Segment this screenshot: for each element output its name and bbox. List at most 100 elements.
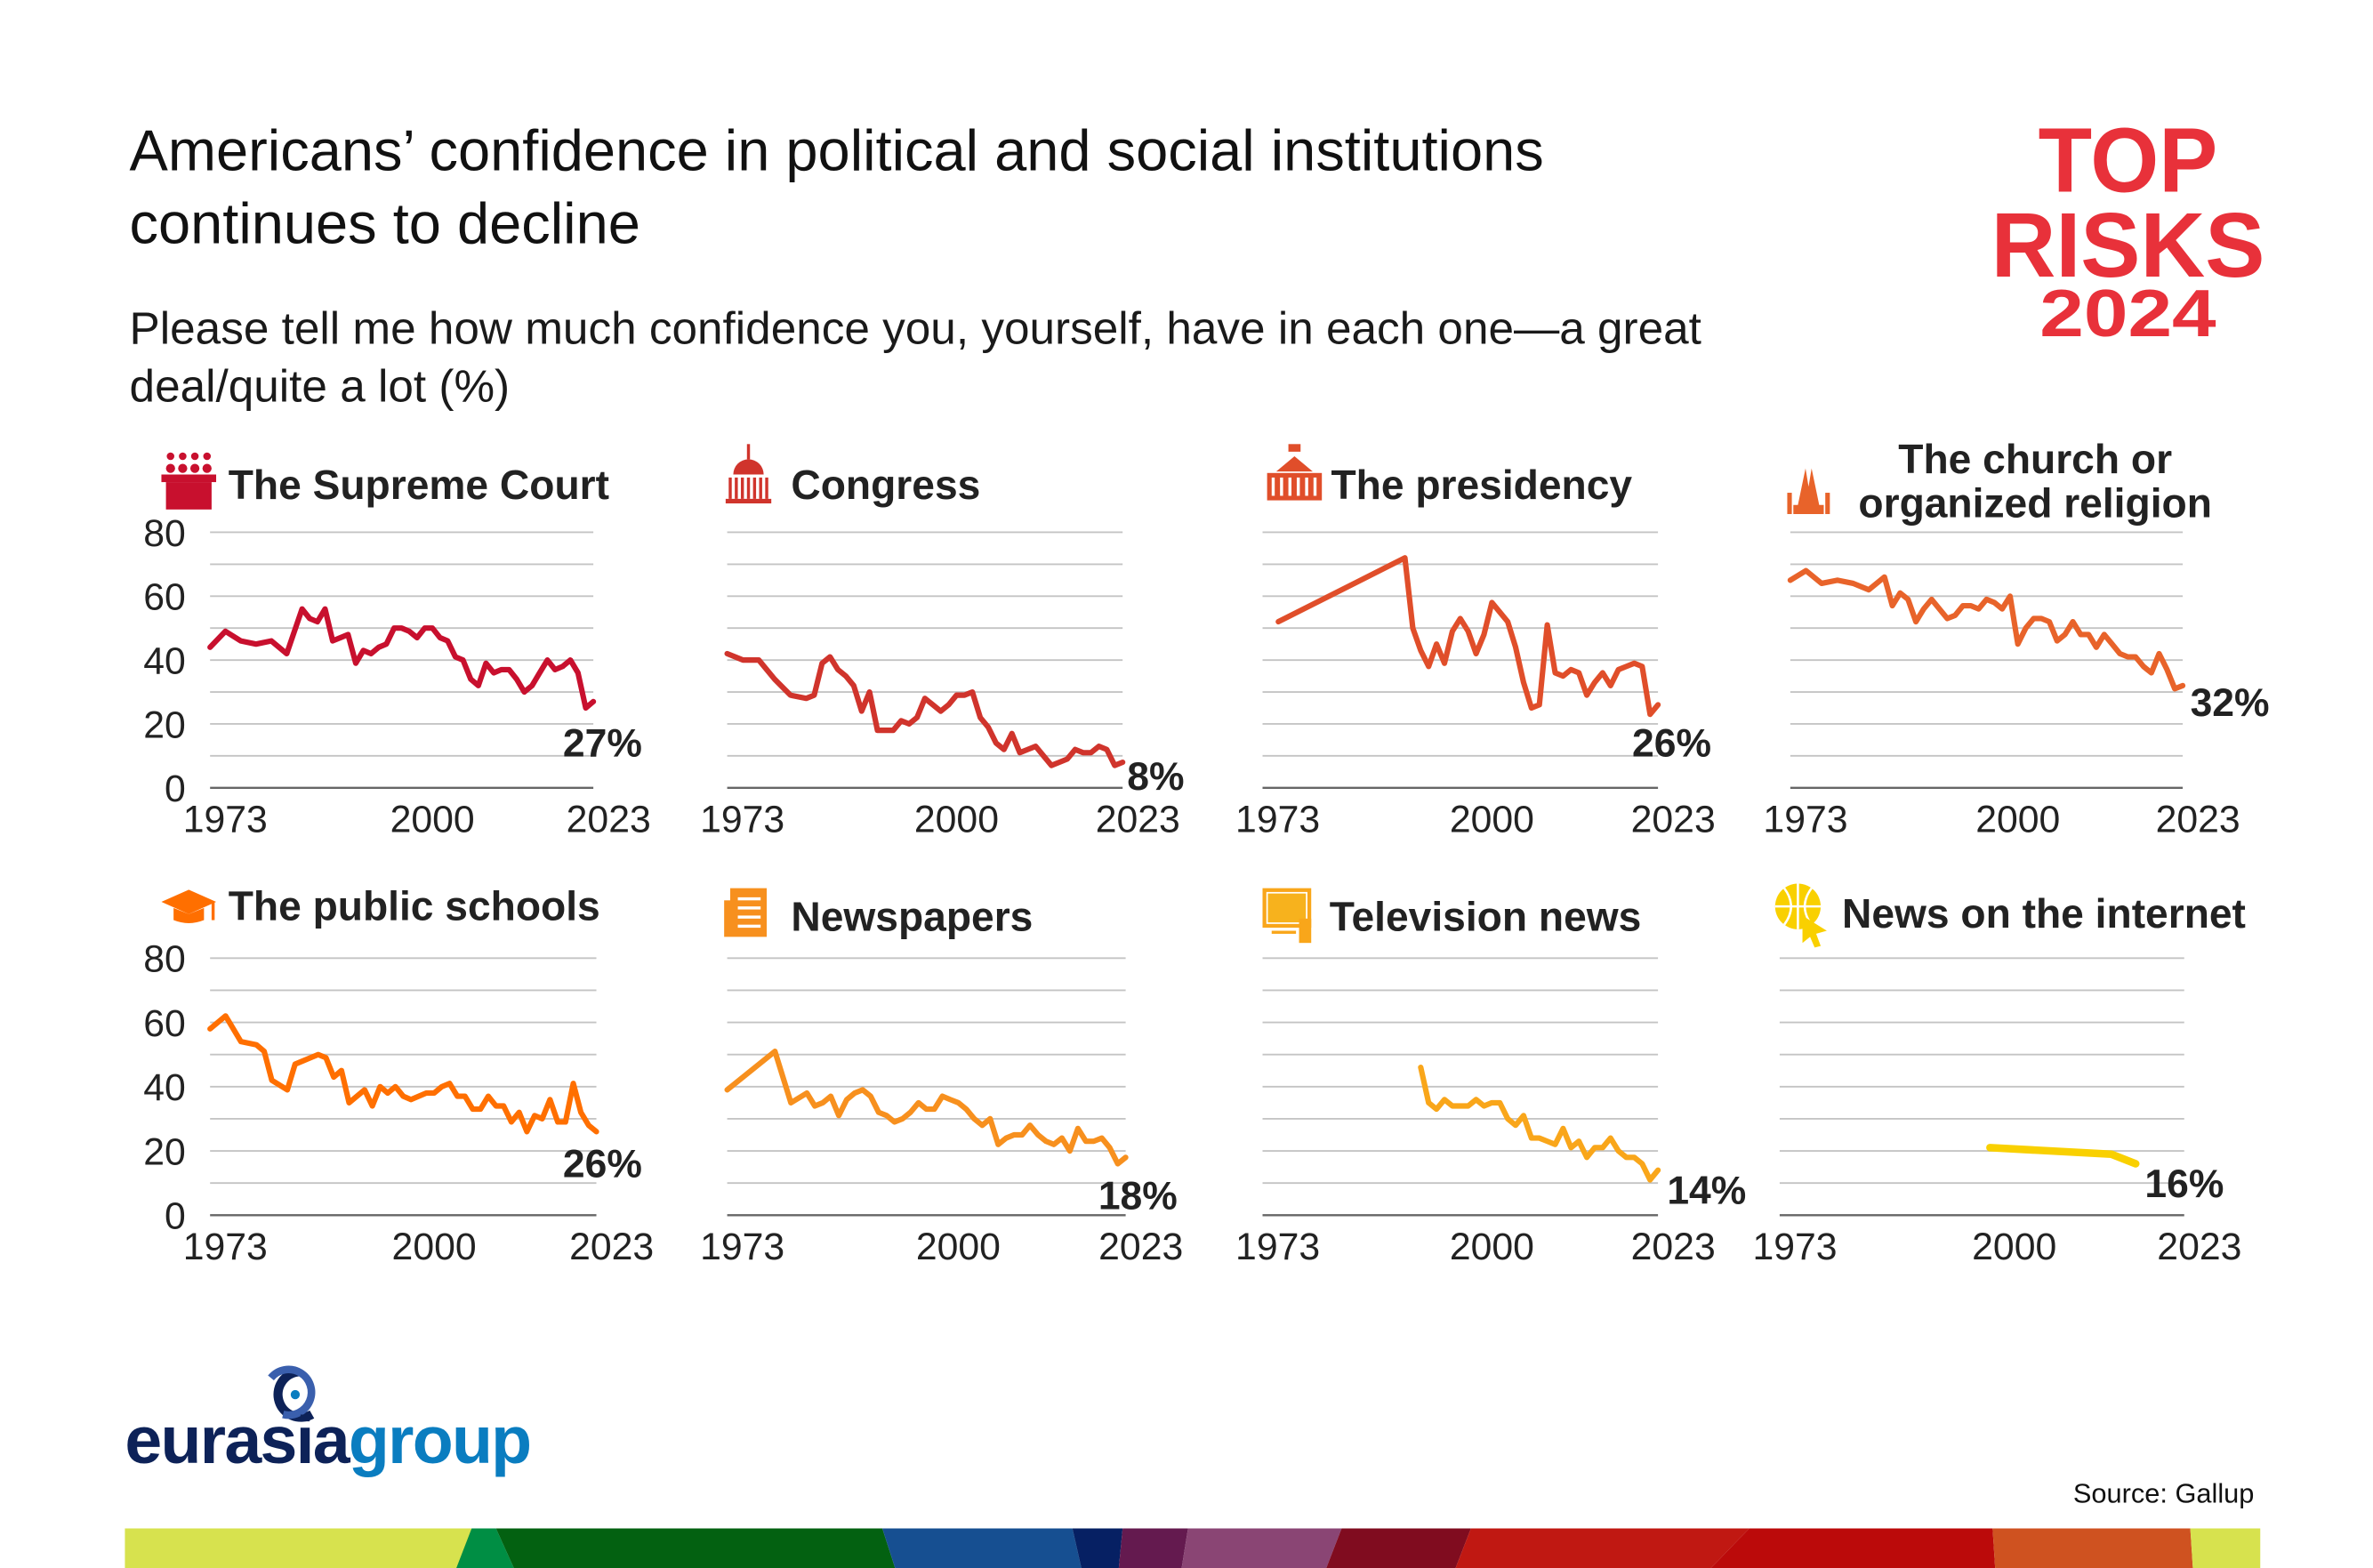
graduation-cap-icon — [161, 889, 217, 923]
chart-panel: The presidency 1973 2000 2023 26% — [1235, 444, 1716, 840]
y-tick-label: 60 — [143, 1002, 186, 1045]
eurasia-logo-mark-icon — [268, 1365, 316, 1422]
x-tick-label: 2000 — [390, 798, 475, 840]
y-tick-label: 80 — [143, 512, 186, 555]
top-risks-logo: TOP RISKS 2024 — [1991, 109, 2265, 350]
x-tick-label: 1973 — [1752, 1226, 1837, 1268]
series-line — [207, 606, 597, 712]
series-line — [724, 1049, 1129, 1167]
top-risks-risks: RISKS — [1991, 194, 2265, 296]
end-value-label: 27% — [563, 721, 642, 765]
small-multiples: The Supreme Court 0 20 40 60 80 1973 2000 2023 27… — [143, 436, 2269, 1268]
x-tick-label: 2023 — [567, 798, 651, 840]
source-note: Source: Gallup — [2073, 1477, 2255, 1508]
y-tick-label: 60 — [143, 576, 186, 619]
chart-title: News on the internet — [1842, 890, 2246, 937]
x-tick-label: 2000 — [1972, 1226, 2056, 1268]
x-tick-label: 2023 — [2156, 798, 2240, 840]
band-segment — [125, 1528, 472, 1568]
series-line — [1275, 555, 1661, 718]
x-tick-label: 1973 — [1235, 798, 1320, 840]
chart-title: The Supreme Court — [229, 462, 609, 508]
x-tick-label: 2023 — [1631, 798, 1716, 840]
band-segment — [1181, 1528, 1342, 1568]
x-tick-label: 1973 — [183, 1226, 268, 1268]
x-tick-label: 2023 — [1096, 798, 1180, 840]
end-value-label: 18% — [1098, 1174, 1178, 1218]
chart-title: The church or — [1898, 436, 2172, 482]
band-segment — [1326, 1528, 1471, 1568]
page-title-line-1: Americans’ confidence in political and s… — [130, 118, 1544, 183]
y-tick-label: 20 — [143, 1130, 186, 1173]
capitol-icon — [725, 444, 772, 504]
end-value-label: 32% — [2191, 681, 2270, 725]
x-tick-label: 2000 — [914, 798, 999, 840]
x-tick-label: 1973 — [183, 798, 268, 840]
y-tick-label: 0 — [165, 768, 186, 810]
band-segment — [1710, 1528, 1996, 1568]
y-tick-label: 80 — [143, 938, 186, 981]
end-value-label: 8% — [1127, 755, 1184, 799]
x-tick-label: 2000 — [1450, 798, 1534, 840]
chart-panel: Newspapers 1973 2000 2023 18% — [700, 888, 1183, 1268]
page-title-line-2: continues to decline — [130, 191, 640, 256]
end-value-label: 26% — [1632, 722, 1711, 766]
series-line — [1418, 1064, 1661, 1183]
chart-panel: News on the internet 1973 2000 2023 16% — [1752, 883, 2246, 1268]
x-tick-label: 1973 — [1763, 798, 1847, 840]
chart-title: Television news — [1330, 894, 1642, 940]
x-tick-label: 2023 — [1098, 1226, 1183, 1268]
globe-cursor-icon — [1774, 883, 1827, 948]
band-segment — [2190, 1528, 2261, 1568]
subtitle-line-1: Please tell me how much confidence you, … — [130, 302, 1701, 353]
band-segment — [495, 1528, 896, 1568]
supreme-court-icon — [161, 452, 217, 510]
top-risks-year: 2024 — [2039, 276, 2216, 350]
praying-hands-icon — [1787, 468, 1830, 514]
chart-panel: The Supreme Court 0 20 40 60 80 1973 2000 2023 27… — [143, 452, 651, 840]
x-tick-label: 1973 — [700, 798, 784, 840]
logo-text: eurasiagroup — [125, 1403, 530, 1477]
series-line — [207, 1013, 599, 1135]
series-line — [1986, 1144, 2140, 1168]
band-segment — [1118, 1528, 1188, 1568]
television-icon — [1262, 888, 1312, 944]
x-tick-label: 2000 — [1975, 798, 2060, 840]
chart-panel: Television news 1973 2000 2023 14% — [1235, 888, 1746, 1268]
y-tick-label: 40 — [143, 1066, 186, 1109]
end-value-label: 26% — [563, 1143, 642, 1186]
white-house-icon — [1267, 444, 1323, 501]
x-tick-label: 1973 — [700, 1226, 784, 1268]
end-value-label: 14% — [1667, 1169, 1746, 1212]
y-tick-label: 0 — [165, 1195, 186, 1238]
series-line — [724, 650, 1126, 768]
band-segment — [1072, 1528, 1123, 1568]
x-tick-label: 2023 — [2157, 1226, 2241, 1268]
x-tick-label: 2000 — [1450, 1226, 1534, 1268]
subtitle-line-2: deal/quite a lot (%) — [130, 360, 511, 411]
x-tick-label: 2000 — [392, 1226, 477, 1268]
chart-title: Congress — [791, 462, 980, 508]
top-risks-top: TOP — [2039, 109, 2218, 211]
chart-title: organized religion — [1858, 479, 2212, 526]
chart-title: The public schools — [229, 883, 600, 929]
newspaper-icon — [724, 888, 768, 937]
x-tick-label: 2000 — [916, 1226, 1001, 1268]
y-tick-label: 20 — [143, 704, 186, 746]
band-segment — [456, 1528, 514, 1568]
eurasia-group-logo: eurasiagroup — [125, 1365, 532, 1477]
x-tick-label: 2023 — [1631, 1226, 1716, 1268]
chart-title: Newspapers — [791, 894, 1033, 940]
chart-panel: The public schools 0 20 40 60 80 1973 2000 2023 2… — [143, 883, 654, 1268]
band-segment — [1455, 1528, 1750, 1568]
x-tick-label: 1973 — [1235, 1226, 1320, 1268]
x-tick-label: 2023 — [569, 1226, 654, 1268]
color-band — [125, 1528, 2261, 1568]
series-line — [1787, 567, 2186, 692]
chart-title: The presidency — [1331, 462, 1632, 508]
y-tick-label: 40 — [143, 640, 186, 683]
band-segment — [1992, 1528, 2193, 1568]
